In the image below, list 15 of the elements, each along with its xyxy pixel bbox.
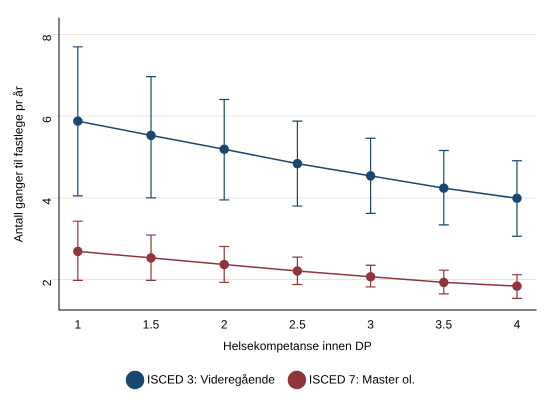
- x-tick-label: 2: [220, 318, 228, 332]
- y-axis-title: Antall ganger til fastlege pr år: [12, 86, 26, 242]
- y-tick-label: 6: [40, 116, 54, 123]
- y-tick-label: 2: [40, 279, 54, 286]
- legend-label: ISCED 3: Videregående: [147, 372, 276, 386]
- x-tick-label: 2.5: [289, 318, 306, 332]
- x-tick-label: 3.5: [435, 318, 452, 332]
- legend-label: ISCED 7: Master ol.: [308, 372, 415, 386]
- x-tick-label: 4: [514, 318, 521, 332]
- x-tick-label: 1.5: [142, 318, 160, 332]
- y-tick-label: 4: [40, 198, 54, 205]
- x-tick-label: 3: [367, 318, 374, 332]
- y-tick-label: 8: [40, 34, 54, 42]
- x-tick-label: 1: [74, 318, 82, 332]
- x-axis-title: Helsekompetanse innen DP: [223, 339, 372, 354]
